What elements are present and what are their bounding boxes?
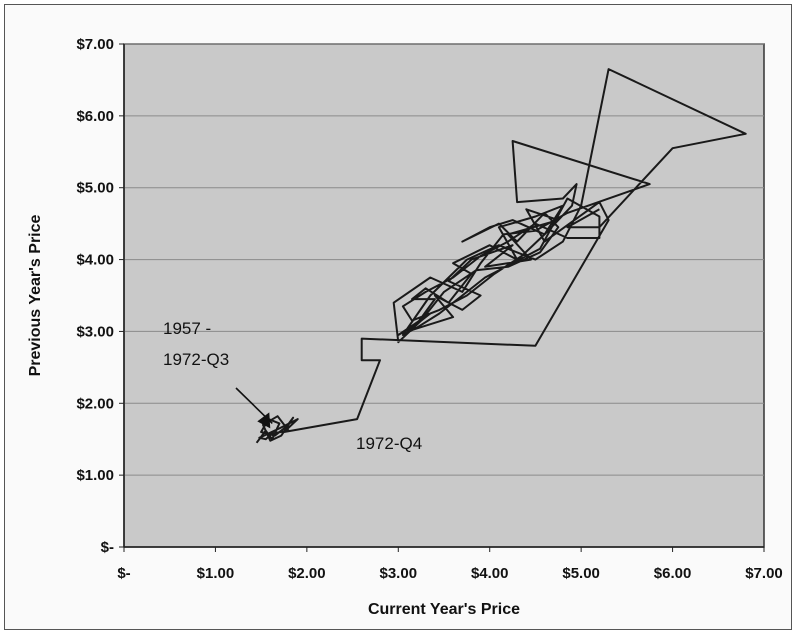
x-axis-title: Current Year's Price	[368, 601, 520, 618]
y-tick-label: $7.00	[76, 36, 114, 53]
plot-area	[123, 43, 765, 548]
annotation-label-period-end: 1972-Q3	[163, 350, 229, 369]
price-trajectory-line	[255, 68, 747, 444]
x-tick-label: $3.00	[380, 565, 418, 582]
axes	[123, 44, 764, 548]
x-tick-label: $5.00	[562, 565, 600, 582]
x-tick-label: $-	[117, 565, 130, 582]
annotations: 1957 - 1972-Q3 1972-Q4	[163, 319, 422, 453]
y-tick-label: $4.00	[76, 252, 114, 269]
annotation-label-period: 1957 -	[163, 319, 211, 338]
y-tick-labels: $- $1.00 $2.00 $3.00 $4.00 $5.00 $6.00 $7.00	[76, 36, 124, 556]
gridlines	[124, 43, 764, 476]
x-tick-label: $7.00	[745, 565, 783, 582]
annotation-label-break: 1972-Q4	[356, 434, 422, 453]
x-tick-label: $4.00	[471, 565, 509, 582]
y-tick-label: $3.00	[76, 323, 114, 340]
y-tick-label: $6.00	[76, 108, 114, 125]
y-tick-label: $1.00	[76, 467, 114, 484]
x-tick-label: $2.00	[288, 565, 326, 582]
y-tick-label: $5.00	[76, 180, 114, 197]
x-tick-labels: $- $1.00 $2.00 $3.00 $4.00 $5.00 $6.00 $7.00	[117, 547, 783, 582]
y-tick-label: $-	[101, 539, 114, 556]
x-tick-label: $1.00	[197, 565, 235, 582]
x-tick-label: $6.00	[654, 565, 692, 582]
y-tick-label: $2.00	[76, 395, 114, 412]
annotation-arrow-head	[257, 412, 271, 429]
y-axis-title: Previous Year's Price	[27, 214, 44, 376]
